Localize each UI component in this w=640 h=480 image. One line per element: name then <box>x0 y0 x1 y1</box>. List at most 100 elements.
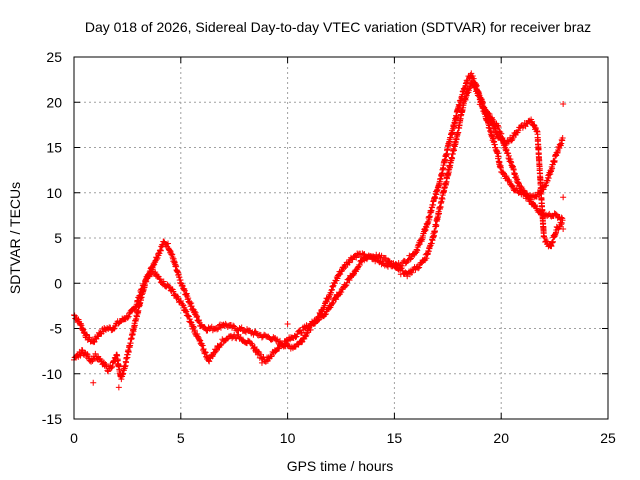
data-point <box>108 364 115 371</box>
data-point <box>125 313 132 320</box>
x-tick-label: 0 <box>70 430 78 446</box>
data-point <box>260 353 267 360</box>
x-tick-label: 5 <box>177 430 185 446</box>
data-point <box>322 311 329 318</box>
data-point <box>157 276 164 283</box>
data-point <box>337 271 344 278</box>
data-point <box>408 269 415 276</box>
data-point <box>515 179 522 186</box>
data-point <box>124 314 131 321</box>
outlier-point <box>90 379 97 386</box>
data-point <box>322 310 329 317</box>
data-point <box>132 304 139 311</box>
data-point <box>346 277 353 284</box>
data-point <box>329 299 336 306</box>
data-point <box>217 342 224 349</box>
data-point <box>121 316 128 323</box>
data-point <box>558 214 565 221</box>
data-point <box>494 122 501 129</box>
outlier-point <box>560 225 567 232</box>
data-point <box>326 305 333 312</box>
plot-frame <box>73 56 609 420</box>
outlier-point <box>284 320 291 327</box>
data-point <box>126 310 133 317</box>
data-point <box>523 190 530 197</box>
data-point <box>329 300 336 307</box>
y-tick-label: 5 <box>54 230 62 246</box>
data-point <box>498 130 505 137</box>
data-point <box>416 264 423 271</box>
data-point <box>508 137 515 144</box>
data-point <box>86 334 93 341</box>
data-point <box>95 333 102 340</box>
data-point <box>174 293 181 300</box>
data-point <box>342 282 349 289</box>
data-point <box>508 182 515 189</box>
data-point <box>558 221 565 228</box>
data-point <box>402 269 409 276</box>
outlier-point <box>397 271 404 278</box>
data-point <box>415 265 422 272</box>
data-point <box>276 345 283 352</box>
data-point <box>559 215 566 222</box>
axis-ticks: 0 5 10 15 20 25 -15 -10 -5 0 5 10 15 20 25 <box>42 49 616 446</box>
outlier-point <box>258 359 265 366</box>
x-tick-label: 20 <box>493 430 509 446</box>
data-point <box>356 262 363 269</box>
data-point <box>485 110 492 117</box>
data-point <box>398 265 405 272</box>
y-tick-label: 20 <box>46 94 62 110</box>
data-point <box>152 269 159 276</box>
data-point <box>209 353 216 360</box>
data-point <box>480 104 487 111</box>
data-point <box>206 358 213 365</box>
data-point <box>238 324 245 331</box>
data-point <box>513 185 520 192</box>
data-point <box>307 326 314 333</box>
data-point <box>469 72 476 79</box>
data-point <box>500 170 507 177</box>
data-point <box>255 348 262 355</box>
data-point <box>268 353 275 360</box>
data-point <box>215 325 222 332</box>
data-point <box>302 333 309 340</box>
data-point <box>361 251 368 258</box>
data-point <box>559 135 566 142</box>
data-point <box>156 275 163 282</box>
data-point <box>382 255 389 262</box>
data-point <box>494 150 501 157</box>
data-point <box>246 327 253 334</box>
data-point <box>71 312 78 319</box>
data-point <box>346 259 353 266</box>
series-track-c <box>476 98 566 223</box>
data-point <box>214 326 221 333</box>
data-point <box>292 334 299 341</box>
y-tick-label: 10 <box>46 185 62 201</box>
data-point <box>213 346 220 353</box>
data-point <box>170 288 177 295</box>
data-point <box>338 289 345 296</box>
x-tick-label: 10 <box>280 430 296 446</box>
outlier-point <box>560 194 567 201</box>
data-points <box>71 70 567 391</box>
data-point <box>433 222 440 229</box>
data-point <box>552 211 559 218</box>
outlier-point <box>115 384 122 391</box>
y-tick-label: 25 <box>46 49 62 65</box>
data-point <box>541 234 548 241</box>
data-point <box>479 100 486 107</box>
y-tick-label: -15 <box>42 411 62 427</box>
data-point <box>171 291 178 298</box>
data-point <box>160 278 167 285</box>
data-point <box>531 202 538 209</box>
data-point <box>333 296 340 303</box>
data-point <box>337 268 344 275</box>
data-point <box>315 316 322 323</box>
y-tick-label: -10 <box>42 366 62 382</box>
y-axis-label: SDTVAR / TECUs <box>7 182 23 294</box>
data-point <box>280 342 287 349</box>
data-point <box>97 330 104 337</box>
data-point <box>517 183 524 190</box>
chart-title: Day 018 of 2026, Sidereal Day-to-day VTE… <box>85 19 591 35</box>
data-point <box>495 123 502 130</box>
